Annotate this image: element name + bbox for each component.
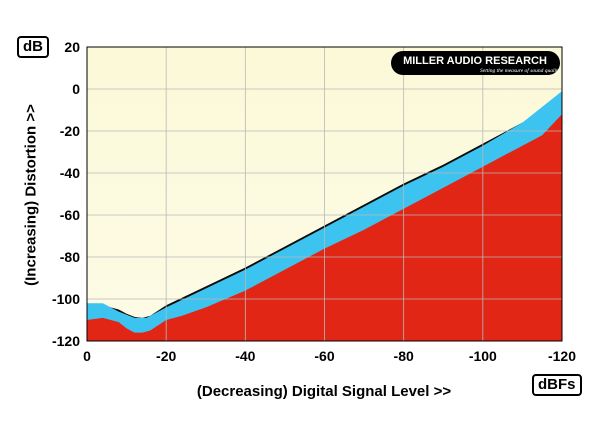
- x-tick-label: -40: [235, 348, 255, 364]
- x-tick-label: -120: [548, 348, 576, 364]
- x-axis-label: (Decreasing) Digital Signal Level >>: [196, 383, 452, 400]
- logo-badge: [391, 51, 560, 75]
- x-tick-label: -60: [314, 348, 334, 364]
- y-tick-label: -100: [52, 291, 80, 307]
- y-tick-label: -80: [60, 249, 80, 265]
- y-tick-label: -60: [60, 207, 80, 223]
- y-unit-label: dB: [17, 36, 49, 58]
- y-tick-label: 20: [64, 39, 80, 55]
- x-unit-label: dBFs: [532, 374, 582, 396]
- x-tick-label: -20: [156, 348, 176, 364]
- grid: [87, 47, 562, 341]
- plot-border: [86, 46, 563, 342]
- plot-frame: [86, 46, 563, 342]
- logo-name: MILLER AUDIO RESEARCH: [403, 55, 547, 67]
- y-tick-label: -40: [60, 165, 80, 181]
- x-tick-label: -80: [394, 348, 414, 364]
- y-axis-label: (Increasing) Distortion >>: [22, 104, 40, 286]
- series-fills: [87, 91, 562, 341]
- x-tick-label: 0: [83, 348, 91, 364]
- tick-labels: 0 -20 -40 -60 -80 -100 -120 20 0 -20 -40 -60 -80 -100…: [52, 39, 576, 364]
- y-tick-label: -20: [60, 123, 80, 139]
- y-tick-label: 0: [72, 81, 80, 97]
- logo-tagline: Setting the measure of sound quality: [480, 67, 561, 74]
- series-area-2: [87, 114, 562, 341]
- x-tick-label: -100: [469, 348, 497, 364]
- y-tick-label: -120: [52, 333, 80, 349]
